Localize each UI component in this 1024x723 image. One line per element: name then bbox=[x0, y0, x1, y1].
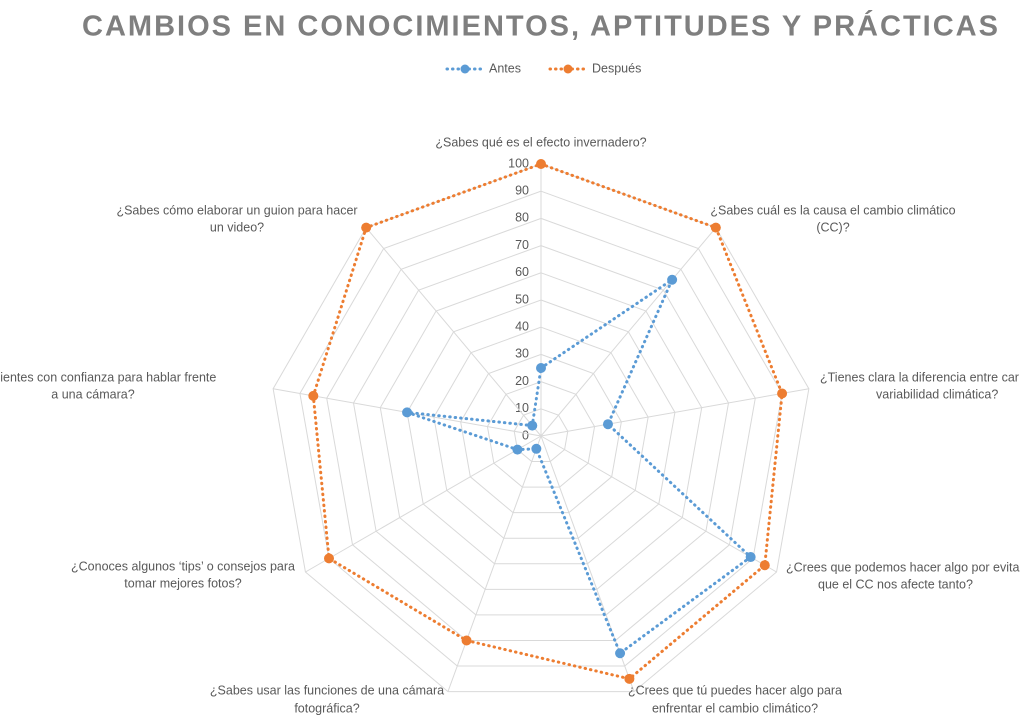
legend-marker bbox=[563, 64, 573, 74]
data-point bbox=[323, 553, 334, 564]
r-tick-label: 10 bbox=[515, 401, 529, 415]
spoke bbox=[540, 227, 717, 437]
r-tick-label: 50 bbox=[515, 292, 529, 306]
r-tick-label: 0 bbox=[522, 428, 529, 442]
data-point bbox=[667, 274, 678, 285]
r-tick-label: 90 bbox=[515, 183, 529, 197]
data-point bbox=[536, 363, 546, 373]
legend-label: Después bbox=[592, 61, 641, 75]
legend-marker bbox=[460, 64, 470, 74]
category-label: ¿Sabes qué es el efecto invernadero? bbox=[435, 135, 646, 149]
category-label: tomar mejores fotos? bbox=[124, 576, 241, 590]
data-point bbox=[536, 159, 546, 169]
data-point bbox=[615, 648, 626, 659]
legend-label: Antes bbox=[489, 61, 521, 75]
data-point bbox=[777, 388, 788, 399]
grid-ring bbox=[299, 190, 783, 667]
category-label: ¿Crees que podemos hacer algo por evita bbox=[786, 560, 1020, 574]
category-label: ¿Sabes cómo elaborar un guion para hacer bbox=[116, 203, 357, 217]
grid-ring bbox=[406, 299, 676, 565]
r-tick-label: 60 bbox=[515, 265, 529, 279]
data-point bbox=[602, 419, 613, 430]
data-point bbox=[461, 635, 472, 646]
grid-ring bbox=[326, 217, 756, 641]
r-tick-label: 20 bbox=[515, 374, 529, 388]
category-label: enfrentar el cambio climático? bbox=[652, 701, 818, 715]
data-point bbox=[745, 552, 756, 563]
grid-ring bbox=[433, 326, 649, 539]
category-label: ¿Sabes usar las funciones de una cámara bbox=[210, 683, 444, 697]
chart-title: CAMBIOS EN CONOCIMIENTOS, APTITUDES Y PR… bbox=[82, 9, 1000, 43]
data-point bbox=[512, 444, 523, 455]
grid-ring bbox=[379, 272, 703, 590]
spoke bbox=[365, 227, 542, 437]
spoke bbox=[447, 435, 542, 692]
series-line bbox=[311, 162, 784, 681]
category-label: ¿Crees que tú puedes hacer algo para bbox=[628, 683, 842, 697]
r-tick-label: 30 bbox=[515, 347, 529, 361]
r-tick-label: 100 bbox=[508, 156, 529, 170]
category-label: a una cámara? bbox=[51, 387, 134, 401]
category-label: fotográfica? bbox=[294, 701, 359, 715]
r-tick-label: 80 bbox=[515, 211, 529, 225]
data-point bbox=[759, 560, 770, 571]
data-point bbox=[527, 420, 538, 431]
data-point bbox=[710, 222, 721, 233]
category-label: ¿Tienes clara la diferencia entre car bbox=[820, 370, 1019, 384]
r-tick-label: 70 bbox=[515, 238, 529, 252]
spoke bbox=[305, 435, 542, 573]
category-label: variabilidad climática? bbox=[876, 387, 998, 401]
data-point bbox=[402, 407, 413, 418]
grid-ring bbox=[486, 381, 596, 488]
category-label: que el CC nos afecte tanto? bbox=[818, 577, 973, 591]
grid-ring bbox=[352, 245, 730, 616]
category-label: ¿Conoces algunos ‘tips’ o consejos para bbox=[71, 559, 295, 573]
category-label: ¿Te sientes con confianza para hablar fr… bbox=[0, 370, 216, 384]
data-point bbox=[624, 673, 635, 684]
category-label: un video? bbox=[210, 220, 264, 234]
r-tick-label: 40 bbox=[515, 319, 529, 333]
spoke bbox=[540, 388, 809, 437]
spoke bbox=[540, 435, 777, 573]
data-point bbox=[361, 222, 372, 233]
category-label: (CC)? bbox=[816, 220, 849, 234]
grid-ring bbox=[460, 353, 622, 514]
category-label: ¿Sabes cuál es la causa el cambio climát… bbox=[710, 203, 955, 217]
data-point bbox=[531, 443, 542, 454]
series-line bbox=[406, 275, 753, 656]
grid-ring bbox=[272, 163, 810, 693]
data-point bbox=[308, 390, 319, 401]
